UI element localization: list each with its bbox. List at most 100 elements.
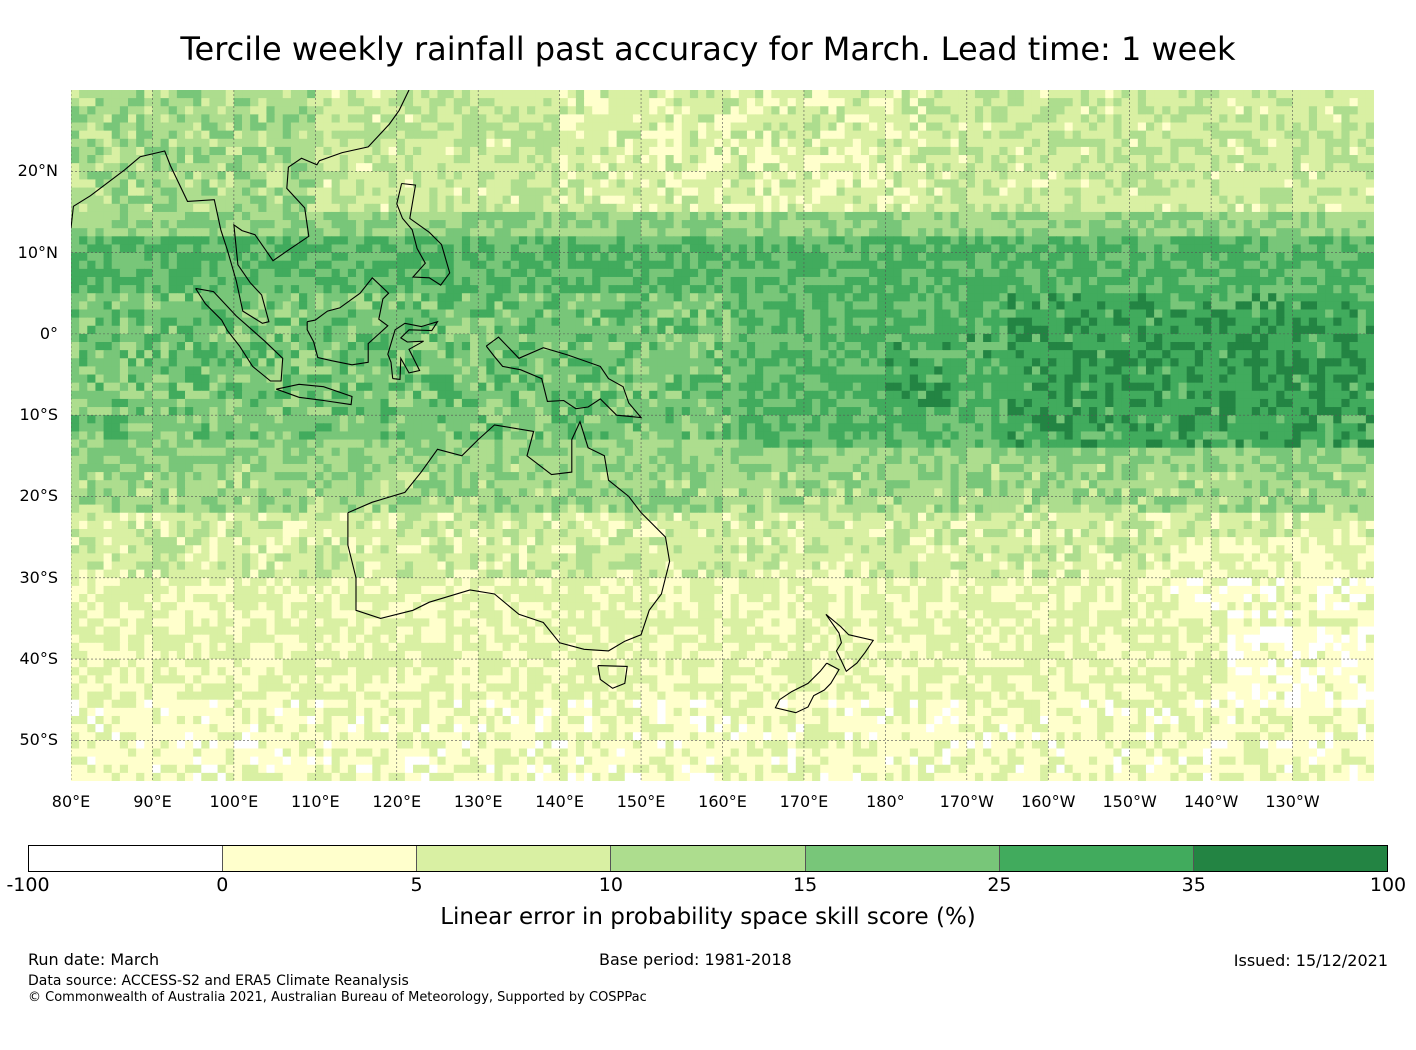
grid-cell	[429, 268, 439, 278]
grid-cell	[991, 106, 1000, 115]
grid-cell	[698, 98, 707, 107]
grid-cell	[225, 98, 235, 107]
grid-cell	[730, 228, 740, 237]
grid-cell	[527, 244, 536, 254]
grid-cell	[706, 146, 715, 156]
grid-cell	[1015, 106, 1025, 115]
grid-cell	[1072, 220, 1082, 229]
grid-cell	[1031, 163, 1041, 172]
grid-cell	[510, 122, 520, 132]
grid-cell	[1121, 220, 1131, 229]
grid-cell	[339, 130, 349, 140]
grid-cell	[885, 195, 895, 205]
grid-cell	[706, 333, 715, 343]
grid-cell	[1365, 236, 1374, 246]
grid-cell	[413, 293, 422, 302]
grid-cell	[1137, 301, 1147, 311]
grid-cell	[518, 138, 528, 148]
grid-cell	[1308, 106, 1318, 115]
grid-cell	[1251, 203, 1261, 213]
grid-cell	[1137, 163, 1147, 172]
grid-cell	[453, 163, 463, 172]
grid-cell	[535, 146, 544, 156]
grid-cell	[1031, 317, 1041, 327]
grid-cell	[1365, 228, 1374, 237]
grid-cell	[869, 220, 878, 229]
grid-cell	[1194, 106, 1204, 115]
grid-cell	[779, 325, 789, 335]
grid-cell	[1284, 106, 1294, 115]
grid-cell	[323, 244, 333, 254]
grid-cell	[1202, 203, 1212, 213]
grid-cell	[103, 203, 113, 213]
grid-cell	[413, 195, 422, 205]
grid-cell	[641, 122, 650, 132]
grid-cell	[445, 236, 455, 246]
grid-cell	[274, 106, 284, 115]
grid-cell	[689, 220, 699, 229]
grid-cell	[1308, 220, 1318, 229]
grid-cell	[217, 333, 227, 343]
grid-cell	[1064, 228, 1074, 237]
grid-cell	[388, 171, 398, 181]
grid-cell	[917, 317, 927, 327]
grid-cell	[396, 252, 406, 262]
grid-cell	[282, 130, 292, 140]
grid-cell	[1333, 122, 1343, 132]
grid-cell	[1145, 163, 1155, 172]
grid-cell	[128, 309, 137, 319]
grid-cell	[1235, 163, 1245, 172]
grid-cell	[722, 179, 732, 189]
grid-cell	[453, 301, 463, 311]
grid-cell	[1202, 325, 1212, 335]
grid-cell	[144, 228, 154, 237]
grid-cell	[1023, 122, 1033, 132]
grid-cell	[1325, 309, 1334, 319]
grid-cell	[1333, 309, 1343, 319]
grid-cell	[1113, 122, 1123, 132]
grid-cell	[421, 333, 430, 343]
grid-cell	[307, 211, 316, 221]
grid-cell	[575, 146, 585, 156]
grid-cell	[681, 163, 691, 172]
grid-cell	[437, 276, 447, 286]
grid-cell	[1243, 155, 1253, 164]
grid-cell	[1080, 309, 1090, 319]
grid-cell	[79, 325, 88, 335]
grid-cell	[201, 220, 211, 229]
grid-cell	[258, 130, 268, 140]
grid-cell	[877, 309, 886, 319]
grid-cell	[176, 252, 186, 262]
grid-cell	[584, 301, 593, 311]
grid-cell	[79, 106, 88, 115]
grid-cell	[486, 195, 496, 205]
grid-cell	[812, 98, 821, 107]
grid-cell	[87, 301, 97, 311]
grid-cell	[641, 179, 650, 189]
grid-cell	[266, 114, 276, 124]
grid-cell	[1219, 98, 1229, 107]
grid-cell	[779, 122, 789, 132]
grid-cell	[1349, 155, 1359, 164]
grid-cell	[1259, 114, 1269, 124]
grid-cell	[1048, 268, 1057, 278]
grid-cell	[1007, 252, 1017, 262]
grid-cell	[665, 325, 675, 335]
grid-cell	[1194, 114, 1204, 124]
grid-cell	[1292, 325, 1302, 335]
grid-cell	[624, 187, 634, 197]
grid-cell	[714, 106, 724, 115]
grid-cell	[730, 187, 740, 197]
grid-cell	[1325, 325, 1334, 335]
grid-cell	[510, 220, 520, 229]
grid-cell	[339, 325, 349, 335]
grid-cell	[494, 90, 504, 99]
grid-cell	[673, 130, 683, 140]
grid-cell	[681, 220, 691, 229]
grid-cell	[779, 244, 789, 254]
grid-cell	[1048, 114, 1057, 124]
grid-cell	[1341, 293, 1351, 302]
grid-cell	[681, 301, 691, 311]
grid-cell	[1284, 155, 1294, 164]
grid-cell	[641, 244, 650, 254]
